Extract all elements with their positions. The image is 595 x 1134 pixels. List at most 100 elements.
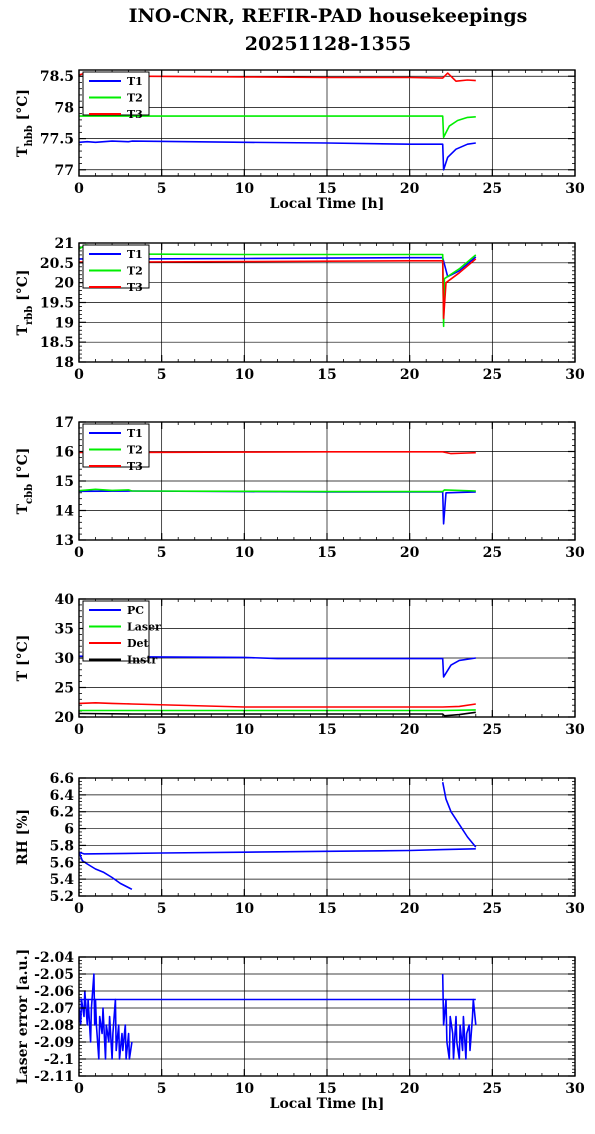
x-tick-label: 5 <box>157 181 167 197</box>
chart-panel-3: 0 5 10 15 20 25 30 13 14 15 16 17 Tcbb [°C] T1 T2 T3 <box>15 415 585 561</box>
y-tick-label: 35 <box>55 622 74 638</box>
x-tick-label: 15 <box>317 901 336 917</box>
series-line-pc <box>79 655 476 678</box>
series-line-t1 <box>79 256 477 278</box>
series-group <box>79 451 476 525</box>
x-axis-label: Local Time [h] <box>270 1096 385 1112</box>
x-tick-label: 10 <box>235 722 255 738</box>
y-tick-label: 77 <box>55 163 74 179</box>
y-label-main: RH [%] <box>15 809 31 865</box>
series-line-3 <box>441 782 477 848</box>
y-tick-label: -2.06 <box>34 984 74 1000</box>
y-tick-label: 20.5 <box>40 256 74 272</box>
x-tick-label: 25 <box>483 367 502 383</box>
y-tick-label: 78.5 <box>40 69 74 85</box>
x-tick-label: 20 <box>400 1081 420 1097</box>
y-tick-label: 5.6 <box>50 855 74 871</box>
x-tick-label: 5 <box>157 545 167 561</box>
y-tick-label: 40 <box>55 592 75 608</box>
y-tick-label: -2.05 <box>34 967 74 983</box>
y-tick-label: 77.5 <box>40 132 74 148</box>
x-tick-label: 25 <box>483 901 502 917</box>
series-line-3 <box>441 973 477 1060</box>
series-line-laser <box>79 709 476 712</box>
y-tick-label: 78 <box>55 100 74 116</box>
y-label-subscript: rbb <box>24 306 35 325</box>
y-tick-label: -2.1 <box>44 1052 74 1068</box>
legend-label-t3: T3 <box>127 108 143 121</box>
y-tick-label: 6 <box>64 822 74 838</box>
y-tick-label: 14 <box>55 504 75 520</box>
series-group <box>79 782 477 891</box>
y-label-main: T <box>15 146 31 157</box>
x-tick-label: 30 <box>565 367 585 383</box>
x-tick-label: 30 <box>565 1081 585 1097</box>
y-tick-label: 18 <box>55 355 74 371</box>
y-tick-label: 5.2 <box>50 889 74 905</box>
panels-container: 0 5 10 15 20 25 30 77 77.5 78 78.5 Local Time [h] Th… <box>15 69 585 1112</box>
y-tick-label: 15 <box>55 474 74 490</box>
chart-panel-2: 0 5 10 15 20 25 30 18 18.5 19 19.5 20 20.5 21 Trbb [°C… <box>15 236 585 383</box>
x-tick-label: 0 <box>74 181 84 197</box>
legend-label-t1: T1 <box>127 248 143 261</box>
x-tick-label: 25 <box>483 1081 502 1097</box>
series-line-t3 <box>79 451 476 455</box>
legend-label-t2: T2 <box>127 265 143 278</box>
legend-box <box>82 423 150 468</box>
x-tick-label: 0 <box>74 545 84 561</box>
legend-label-t2: T2 <box>127 444 143 457</box>
series-line-t2 <box>79 115 476 139</box>
y-tick-label: 20 <box>55 276 75 292</box>
series-line-t1 <box>79 140 476 171</box>
x-tick-label: 30 <box>565 545 585 561</box>
x-tick-label: 0 <box>74 367 84 383</box>
y-tick-label: 30 <box>55 651 75 667</box>
x-tick-label: 5 <box>157 722 167 738</box>
series-line-det <box>79 702 476 708</box>
x-axis-label: Local Time [h] <box>270 196 385 212</box>
y-tick-label: 17 <box>55 415 74 431</box>
legend-box <box>82 71 150 116</box>
y-tick-label: -2.07 <box>34 1001 74 1017</box>
y-label-unit: [°C] <box>15 448 31 484</box>
x-tick-label: 25 <box>483 545 502 561</box>
series-group <box>79 973 477 1060</box>
y-label-unit: [°C] <box>15 89 31 125</box>
x-tick-label: 30 <box>565 181 585 197</box>
chart-panel-5: 0 5 10 15 20 25 30 5.25.45.65.866.26.46.6 RH [%] <box>15 771 585 917</box>
x-tick-label: 5 <box>157 367 167 383</box>
y-axis-label: RH [%] <box>15 809 31 865</box>
legend-label-det: Det <box>127 637 150 650</box>
y-tick-label: 20 <box>55 710 75 726</box>
figure-title-line1: INO-CNR, REFIR-PAD housekeepings <box>129 5 528 27</box>
y-tick-label: 6.6 <box>50 771 74 787</box>
y-tick-label: 18.5 <box>40 335 74 351</box>
x-tick-label: 10 <box>235 367 255 383</box>
x-tick-label: 20 <box>400 901 420 917</box>
x-tick-label: 15 <box>317 545 336 561</box>
figure-title-line2: 20251128-1355 <box>245 33 412 55</box>
y-label-main: T <box>15 324 31 335</box>
y-tick-label: 6.4 <box>50 788 75 804</box>
y-tick-label: 19 <box>55 315 74 331</box>
x-tick-label: 15 <box>317 367 336 383</box>
y-label-subscript: cbb <box>24 484 35 504</box>
x-tick-label: 20 <box>400 545 420 561</box>
y-tick-label: 6.2 <box>50 805 74 821</box>
legend-label-t1: T1 <box>127 75 143 88</box>
chart-panel-6: 0 5 10 15 20 25 30-2.11-2.1-2.09-2.08-2.07-2.0… <box>15 949 585 1112</box>
x-tick-label: 0 <box>74 1081 84 1097</box>
y-axis-label: Thbb [°C] <box>15 89 35 157</box>
x-tick-label: 0 <box>74 722 84 738</box>
y-tick-label: -2.11 <box>34 1069 74 1085</box>
x-tick-label: 0 <box>74 901 84 917</box>
y-label-subscript: hbb <box>24 125 35 146</box>
y-label-main: T <box>15 503 31 514</box>
y-tick-label: -2.08 <box>34 1018 74 1034</box>
y-axis-label: T [°C] <box>15 635 31 682</box>
y-tick-label: -2.04 <box>34 950 74 966</box>
y-axis-label: Trbb [°C] <box>15 270 35 336</box>
series-line-1 <box>79 851 133 891</box>
legend-box <box>82 244 150 289</box>
